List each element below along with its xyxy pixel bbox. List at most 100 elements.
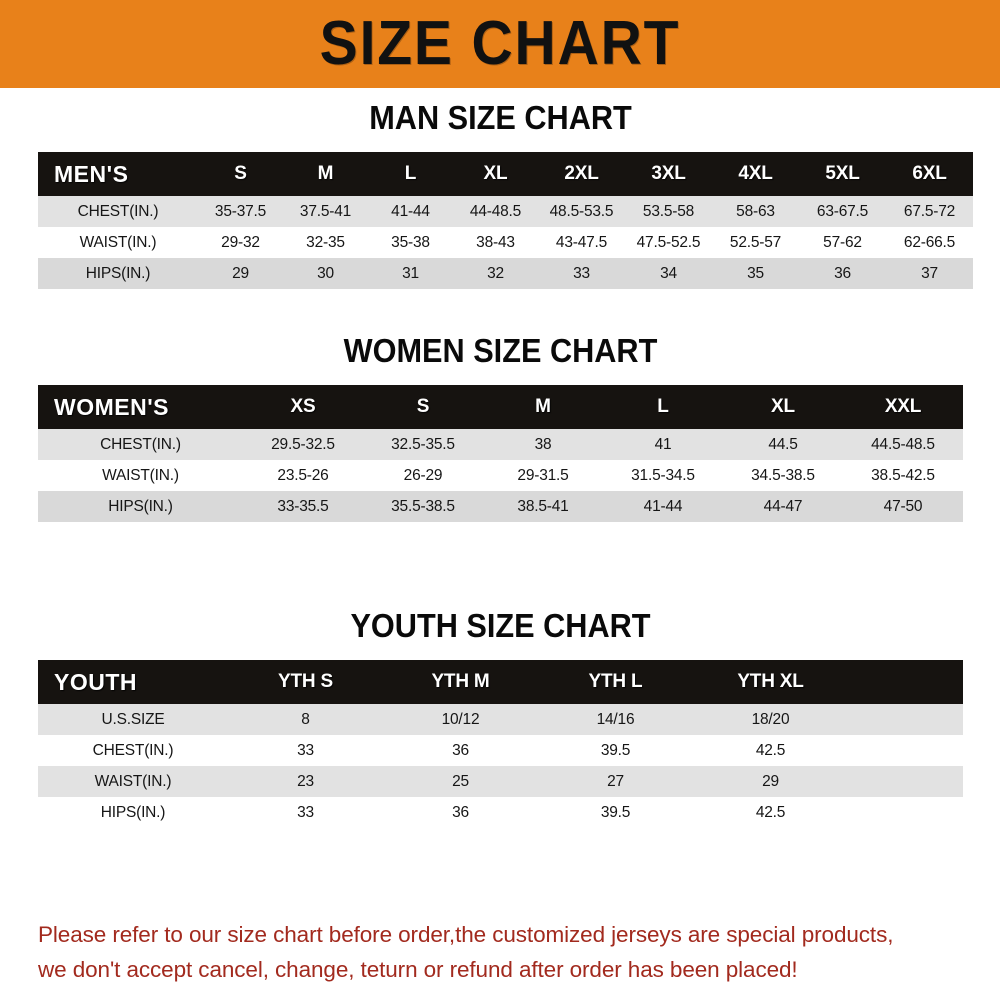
man-cell: 32-35 <box>283 227 368 259</box>
women-section-title: WOMEN SIZE CHART <box>343 332 658 369</box>
man-size-section: MAN SIZE CHART MEN'S S M L XL 2XL 3XL 4XL 5XL 6XL… <box>38 99 973 290</box>
man-cell: 62-66.5 <box>886 227 973 259</box>
man-cell: 57-62 <box>799 227 886 259</box>
women-cell: 47-50 <box>843 491 963 523</box>
women-size-section: WOMEN SIZE CHART WOMEN'S XS S M L XL XXL CHEST(… <box>38 332 963 523</box>
youth-cell <box>848 735 908 767</box>
table-row: WAIST(IN.) 29-32 32-35 35-38 38-43 43-47.5 47.… <box>38 227 973 259</box>
man-cell: 35-37.5 <box>198 196 283 228</box>
youth-cell <box>908 766 963 798</box>
youth-cell: 33 <box>228 797 383 829</box>
youth-row-label: U.S.SIZE <box>38 704 228 736</box>
man-size-column-header: 4XL <box>712 152 799 197</box>
man-table-header-row: MEN'S S M L XL 2XL 3XL 4XL 5XL 6XL <box>38 152 973 197</box>
youth-header-label: YOUTH <box>38 660 228 705</box>
youth-row-label: CHEST(IN.) <box>38 735 228 767</box>
women-cell: 32.5-35.5 <box>363 429 483 461</box>
women-cell: 34.5-38.5 <box>723 460 843 492</box>
youth-cell <box>908 797 963 829</box>
women-header-label: WOMEN'S <box>38 385 243 430</box>
women-cell: 26-29 <box>363 460 483 492</box>
man-size-column-header: 2XL <box>538 152 625 197</box>
man-cell: 35-38 <box>368 227 453 259</box>
man-size-column-header: S <box>198 152 283 197</box>
youth-cell <box>908 735 963 767</box>
youth-cell: 42.5 <box>693 735 848 767</box>
man-cell: 53.5-58 <box>625 196 712 228</box>
women-size-column-header: M <box>483 385 603 430</box>
table-row: WAIST(IN.) 23 25 27 29 <box>38 766 963 798</box>
youth-cell <box>908 704 963 736</box>
man-cell: 63-67.5 <box>799 196 886 228</box>
youth-size-column-header: YTH S <box>228 660 383 705</box>
page-banner: SIZE CHART <box>0 0 1000 88</box>
man-cell: 33 <box>538 258 625 290</box>
footer-note: Please refer to our size chart before or… <box>38 918 968 988</box>
man-size-column-header: 5XL <box>799 152 886 197</box>
women-size-column-header: L <box>603 385 723 430</box>
man-cell: 36 <box>799 258 886 290</box>
women-size-column-header: S <box>363 385 483 430</box>
youth-cell: 10/12 <box>383 704 538 736</box>
women-cell: 44-47 <box>723 491 843 523</box>
man-size-column-header: XL <box>453 152 538 197</box>
man-row-label: CHEST(IN.) <box>38 196 198 228</box>
man-size-column-header: 3XL <box>625 152 712 197</box>
youth-section-title: YOUTH SIZE CHART <box>350 607 651 644</box>
youth-cell: 18/20 <box>693 704 848 736</box>
women-cell: 29-31.5 <box>483 460 603 492</box>
women-row-label: WAIST(IN.) <box>38 460 243 492</box>
youth-cell: 8 <box>228 704 383 736</box>
table-row: HIPS(IN.) 33-35.5 35.5-38.5 38.5-41 41-44 44-… <box>38 491 963 523</box>
women-cell: 31.5-34.5 <box>603 460 723 492</box>
man-cell: 41-44 <box>368 196 453 228</box>
women-cell: 33-35.5 <box>243 491 363 523</box>
man-row-label: WAIST(IN.) <box>38 227 198 259</box>
youth-table-header-row: YOUTH YTH S YTH M YTH L YTH XL <box>38 660 963 705</box>
table-row: HIPS(IN.) 29 30 31 32 33 34 35 36 37 <box>38 258 973 290</box>
youth-size-column-header <box>908 660 963 705</box>
man-cell: 37 <box>886 258 973 290</box>
man-size-column-header: M <box>283 152 368 197</box>
youth-size-column-header: YTH XL <box>693 660 848 705</box>
man-cell: 37.5-41 <box>283 196 368 228</box>
youth-cell: 36 <box>383 797 538 829</box>
man-size-column-header: L <box>368 152 453 197</box>
man-section-title: MAN SIZE CHART <box>369 99 632 136</box>
youth-row-label: WAIST(IN.) <box>38 766 228 798</box>
women-size-column-header: XS <box>243 385 363 430</box>
youth-cell <box>848 766 908 798</box>
man-size-column-header: 6XL <box>886 152 973 197</box>
women-size-column-header: XXL <box>843 385 963 430</box>
youth-cell: 27 <box>538 766 693 798</box>
women-table-header-row: WOMEN'S XS S M L XL XXL <box>38 385 963 430</box>
women-cell: 44.5-48.5 <box>843 429 963 461</box>
table-row: U.S.SIZE 8 10/12 14/16 18/20 <box>38 704 963 736</box>
man-cell: 32 <box>453 258 538 290</box>
table-row: CHEST(IN.) 33 36 39.5 42.5 <box>38 735 963 767</box>
man-header-label: MEN'S <box>38 152 198 197</box>
youth-cell: 23 <box>228 766 383 798</box>
footer-note-line-1: Please refer to our size chart before or… <box>38 922 894 947</box>
youth-cell <box>848 704 908 736</box>
youth-size-column-header <box>848 660 908 705</box>
youth-cell: 33 <box>228 735 383 767</box>
man-cell: 29 <box>198 258 283 290</box>
man-cell: 52.5-57 <box>712 227 799 259</box>
table-row: CHEST(IN.) 29.5-32.5 32.5-35.5 38 41 44.5 44.5… <box>38 429 963 461</box>
man-cell: 47.5-52.5 <box>625 227 712 259</box>
youth-size-section: YOUTH SIZE CHART YOUTH YTH S YTH M YTH L YTH… <box>38 607 963 829</box>
youth-cell: 36 <box>383 735 538 767</box>
women-cell: 38.5-42.5 <box>843 460 963 492</box>
women-cell: 23.5-26 <box>243 460 363 492</box>
women-cell: 29.5-32.5 <box>243 429 363 461</box>
man-cell: 30 <box>283 258 368 290</box>
table-row: WAIST(IN.) 23.5-26 26-29 29-31.5 31.5-34.5 34… <box>38 460 963 492</box>
man-cell: 43-47.5 <box>538 227 625 259</box>
footer-note-line-2: we don't accept cancel, change, teturn o… <box>38 956 798 982</box>
youth-cell: 39.5 <box>538 735 693 767</box>
women-cell: 38 <box>483 429 603 461</box>
youth-cell: 42.5 <box>693 797 848 829</box>
man-cell: 38-43 <box>453 227 538 259</box>
